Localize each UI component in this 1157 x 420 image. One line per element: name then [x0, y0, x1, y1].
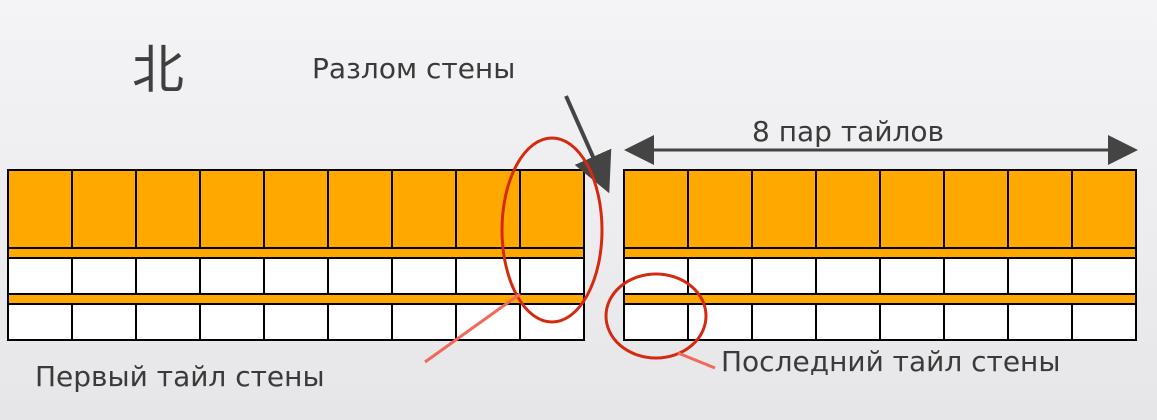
lower-tile [263, 303, 329, 341]
upper-tile-face [943, 169, 1009, 249]
upper-tile-face [815, 169, 881, 249]
lower-tile [199, 303, 265, 341]
upper-tile-base [1071, 257, 1137, 295]
upper-tile-base [519, 257, 585, 295]
upper-tile-base [263, 257, 329, 295]
upper-tile-face [519, 169, 585, 249]
wall-break-highlight-ellipse [500, 136, 604, 324]
lower-tile [1007, 303, 1073, 341]
upper-tile-base [879, 257, 945, 295]
lower-tile [815, 303, 881, 341]
wall-break-label: Разлом стены [312, 52, 516, 85]
upper-tile-face [687, 169, 753, 249]
upper-tile-base [943, 257, 1009, 295]
upper-tile-base [455, 257, 521, 295]
upper-tile-base [327, 257, 393, 295]
upper-tile-face [135, 169, 201, 249]
upper-tile-base [815, 257, 881, 295]
last-tile-label: Последний тайл стены [721, 345, 1061, 378]
upper-tile-face [1071, 169, 1137, 249]
upper-tile-face [7, 169, 73, 249]
upper-tile-face [199, 169, 265, 249]
tile-edge-strip [623, 247, 1137, 259]
upper-tile-face [263, 169, 329, 249]
lower-tile [879, 303, 945, 341]
upper-tile-base [623, 257, 689, 295]
upper-tile-base [199, 257, 265, 295]
lower-tile [687, 303, 753, 341]
lower-tile [327, 303, 393, 341]
upper-tile-base [71, 257, 137, 295]
lower-tile [623, 303, 689, 341]
upper-tile-base [751, 257, 817, 295]
upper-tile-face [1007, 169, 1073, 249]
upper-tile-base [7, 257, 73, 295]
lower-tile [71, 303, 137, 341]
upper-tile-base [391, 257, 457, 295]
left-wall-segment [7, 169, 585, 341]
upper-tile-face [71, 169, 137, 249]
lower-tile [943, 303, 1009, 341]
upper-tile-face [391, 169, 457, 249]
tile-edge-strip [7, 247, 585, 259]
right-wall-segment [623, 169, 1137, 341]
upper-tile-face [879, 169, 945, 249]
upper-tile-base [1007, 257, 1073, 295]
tile-edge-strip [7, 293, 585, 305]
upper-tile-base [687, 257, 753, 295]
wall-break-arrow [564, 95, 612, 194]
upper-tile-face [327, 169, 393, 249]
last-tile-highlight-ellipse [604, 272, 708, 360]
lower-tile [391, 303, 457, 341]
lower-tile [1071, 303, 1137, 341]
upper-tile-face [623, 169, 689, 249]
upper-tile-face [751, 169, 817, 249]
first-tile-pointer-line [424, 292, 521, 364]
last-tile-pointer-line [677, 351, 716, 370]
first-tile-label: Первый тайл стены [35, 360, 325, 393]
upper-tile-base [135, 257, 201, 295]
lower-tile [135, 303, 201, 341]
lower-tile [7, 303, 73, 341]
lower-tile [751, 303, 817, 341]
upper-tile-face [455, 169, 521, 249]
north-wind-glyph: 北 [132, 41, 185, 101]
